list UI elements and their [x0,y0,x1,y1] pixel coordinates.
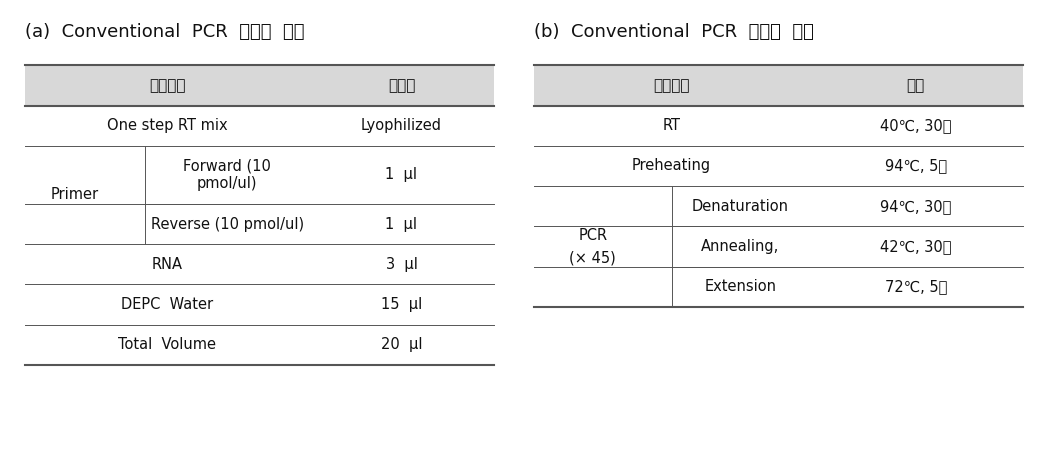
Text: RNA: RNA [152,257,183,272]
Text: 20  μl: 20 μl [381,337,422,352]
Text: Extension: Extension [704,279,776,294]
Text: One step RT mix: One step RT mix [107,118,227,133]
Text: Preheating: Preheating [632,158,711,173]
Text: 94℃, 5분: 94℃, 5분 [884,158,947,173]
Text: 3  μl: 3 μl [385,257,417,272]
Text: DEPC  Water: DEPC Water [121,297,214,312]
Text: 1  μl: 1 μl [385,167,417,182]
Text: 72℃, 5분: 72℃, 5분 [884,279,947,294]
Text: Total  Volume: Total Volume [118,337,216,352]
Text: Lyophilized: Lyophilized [361,118,442,133]
Text: Forward (10
pmol/ul): Forward (10 pmol/ul) [183,158,271,191]
Text: Primer: Primer [51,187,100,202]
Bar [25,65,494,105]
Text: (a)  Conventional  PCR  반응액  조성: (a) Conventional PCR 반응액 조성 [25,23,305,41]
Text: 반응물질: 반응물질 [149,78,186,93]
Text: 1  μl: 1 μl [385,217,417,232]
Bar [535,65,1022,105]
Text: 15  μl: 15 μl [381,297,422,312]
Text: (b)  Conventional  PCR  반응액  조건: (b) Conventional PCR 반응액 조건 [535,23,814,41]
Text: 조건: 조건 [906,78,925,93]
Text: RT: RT [662,118,681,133]
Text: 반응단계: 반응단계 [653,78,690,93]
Text: Denaturation: Denaturation [691,199,789,213]
Text: Reverse (10 pmol/ul): Reverse (10 pmol/ul) [151,217,304,232]
Text: 첨가량: 첨가량 [388,78,415,93]
Text: PCR: PCR [578,228,607,243]
Text: (× 45): (× 45) [570,250,617,265]
Text: 42℃, 30초: 42℃, 30초 [880,239,952,254]
Text: 94℃, 30초: 94℃, 30초 [880,199,952,213]
Text: Annealing,: Annealing, [701,239,780,254]
Text: 40℃, 30분: 40℃, 30분 [880,118,952,133]
